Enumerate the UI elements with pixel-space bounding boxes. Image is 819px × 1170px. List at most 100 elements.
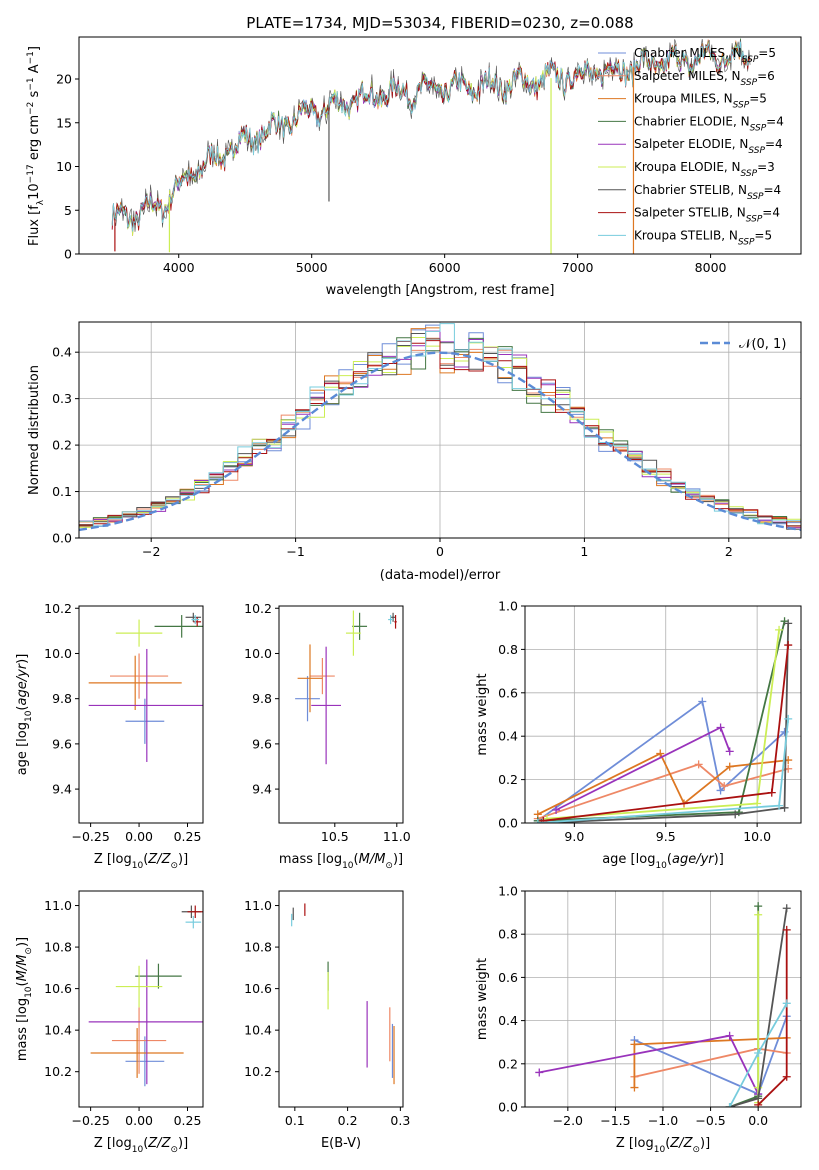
- weight-marker: [754, 902, 763, 911]
- spectrum-frame: [78, 36, 802, 255]
- legend-label: Kroupa STELIB, NSSP=5: [634, 228, 772, 247]
- errorbar-point: [388, 615, 394, 625]
- y-tick-label: 9.6: [52, 736, 72, 751]
- weight-marker: [630, 1083, 639, 1092]
- weight-marker: [753, 799, 762, 808]
- errorbar-point: [394, 615, 397, 629]
- mass_weight_vs_age-axes: 9.0 9.5 10.0 0.0 0.2 0.4 0.6 0.8 1.0 age [log10(a…: [475, 599, 802, 871]
- label-part: SSP: [741, 169, 758, 179]
- x-axis-label: Z [log10(Z/Z⊙)]: [616, 1136, 710, 1155]
- x-tick-label: −0.25: [71, 1113, 109, 1128]
- x-tick-label: 0: [436, 544, 444, 559]
- x-tick-label: −1: [286, 544, 304, 559]
- errorbar-point: [352, 612, 368, 640]
- label-part: 10: [654, 1145, 666, 1155]
- label-part: =6: [757, 69, 775, 83]
- y-tick-label: 0.8: [498, 642, 518, 657]
- age_vs_Z-axes: −0.25 0.00 0.259.49.69.810.010.2Z [log10(Z…: [15, 601, 204, 871]
- y-tick-label: 0.0: [498, 816, 518, 831]
- label-part: =4: [766, 114, 784, 128]
- weight-line: [537, 763, 789, 820]
- x-axis-label: E(B-V): [321, 1136, 361, 1151]
- y-tick-label: 0.4: [498, 729, 518, 744]
- mass_vs_Z-frame: [78, 890, 204, 1108]
- label-part: −1: [26, 51, 36, 64]
- legend-label: Chabrier MILES, NSSP=5: [634, 46, 776, 65]
- weight-marker: [630, 1040, 639, 1049]
- y-tick-label: 10.4: [244, 1023, 272, 1038]
- residuals-plot-area: [79, 323, 801, 538]
- errorbar-point: [187, 905, 203, 918]
- y-tick-label: 10: [56, 159, 72, 174]
- weight-marker: [780, 803, 789, 812]
- weight-marker: [539, 816, 548, 823]
- label-part: SSP: [733, 101, 750, 111]
- errorbar-point: [310, 657, 335, 695]
- label-part: (: [354, 852, 359, 867]
- weight-marker: [767, 788, 776, 797]
- errorbar-point: [295, 676, 320, 722]
- legend-label: Kroupa MILES, NSSP=5: [634, 92, 767, 111]
- y-axis-label: Flux [fλ10−17 erg cm−2 s−1 A−1]: [26, 46, 46, 246]
- y-tick-label: 0.6: [498, 970, 518, 985]
- errorbar-point: [154, 615, 203, 638]
- y-tick-label: 0.6: [498, 685, 518, 700]
- label-part: mass [log: [15, 998, 30, 1061]
- label-part: Z [log: [616, 1136, 654, 1151]
- weight-marker: [754, 1100, 763, 1107]
- weight-marker: [720, 782, 729, 791]
- legend-label: Chabrier ELODIE, NSSP=4: [634, 114, 784, 133]
- label-part: 10: [27, 183, 42, 200]
- label-part: SSP: [750, 123, 767, 133]
- x-axis-label: age [log10(age/yr)]: [602, 852, 724, 871]
- label-part: (: [665, 1136, 670, 1151]
- y-axis-label: age [log10(age/yr)]: [15, 654, 34, 776]
- label-part: E(B-V): [321, 1136, 361, 1151]
- weight-line: [729, 906, 760, 1107]
- y-tick-label: 9.4: [252, 782, 272, 797]
- weight-marker: [775, 801, 784, 810]
- x-tick-label: −1.0: [648, 1113, 678, 1128]
- label-part: 10: [132, 1145, 144, 1155]
- y-tick-label: 11.0: [244, 898, 272, 913]
- x-tick-label: 6000: [429, 260, 461, 275]
- label-part: =4: [762, 206, 780, 220]
- errorbar-point: [185, 915, 202, 929]
- label-part: )]: [393, 852, 403, 867]
- age_vs_mass-axes: 10.5 11.0 9.4 9.6 9.8 10.0 10.2 mass [log10(M/M…: [244, 601, 411, 871]
- y-tick-label: 20: [56, 72, 72, 87]
- y-tick-label: 0.4: [498, 1013, 518, 1028]
- label-part: SSP: [748, 146, 765, 156]
- x-tick-label: 1: [580, 544, 588, 559]
- label-part: (: [143, 852, 148, 867]
- age_vs_Z-plot-area: [88, 612, 203, 762]
- y-axis-label: mass [log10(M/M⊙)]: [15, 937, 34, 1061]
- y-tick-label: 0.0: [498, 1100, 518, 1115]
- x-tick-label: 9.5: [656, 829, 676, 844]
- x-tick-label: 0.25: [174, 829, 202, 844]
- x-tick-label: −2.0: [553, 1113, 583, 1128]
- y-tick-label: 0.1: [52, 484, 72, 499]
- x-tick-label: 8000: [695, 260, 727, 275]
- mass_weight_vs_age-plot-area: [533, 617, 793, 823]
- weight-marker: [725, 1031, 734, 1040]
- weight-line: [537, 718, 790, 823]
- mass_weight_vs_age-frame: [524, 605, 802, 824]
- x-tick-label: 9.0: [564, 829, 584, 844]
- normal-curve: [79, 351, 801, 532]
- label-part: =4: [765, 137, 783, 151]
- label-part: Z/Z: [147, 1136, 171, 1151]
- label-part: 10: [342, 861, 354, 871]
- x-tick-label: 0.00: [125, 829, 153, 844]
- y-tick-label: 0: [64, 247, 72, 262]
- weight-marker: [754, 1049, 763, 1057]
- label-part: SSP: [738, 237, 755, 247]
- histogram-step: [79, 323, 801, 538]
- label-part: s: [27, 90, 42, 101]
- label-part: 10: [24, 710, 34, 722]
- x-tick-label: 2: [725, 544, 733, 559]
- label-part: SSP: [746, 215, 763, 225]
- label-part: ⊙: [170, 861, 178, 871]
- label-part: )]: [15, 654, 30, 664]
